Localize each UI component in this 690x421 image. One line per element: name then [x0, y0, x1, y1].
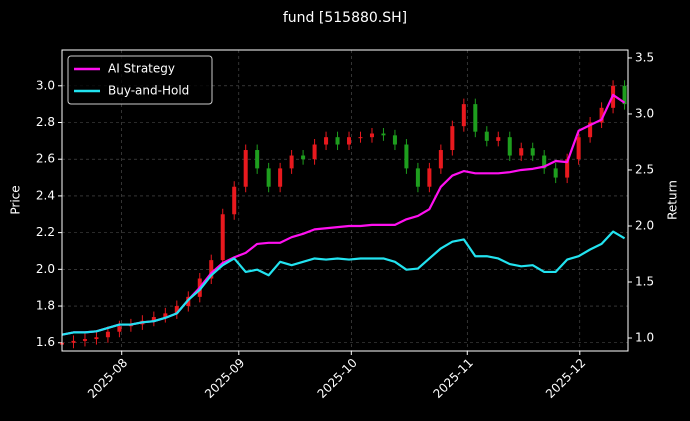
candle-body	[163, 313, 168, 318]
y-tick-label: 3.0	[36, 78, 55, 92]
candle-body	[117, 326, 122, 332]
y2-tick-label: 3.5	[635, 50, 654, 64]
candle-body	[553, 168, 558, 178]
candle-body	[576, 137, 581, 160]
candle-body	[71, 340, 76, 343]
y-tick-label: 2.0	[36, 262, 55, 276]
y-tick-label: 1.8	[36, 299, 55, 313]
candle-body	[599, 107, 604, 123]
candle-body	[507, 137, 512, 156]
candle-body	[289, 155, 294, 169]
y2-tick-label: 2.0	[635, 218, 654, 232]
candle-body	[358, 137, 363, 139]
y-tick-label: 1.6	[36, 335, 55, 349]
y-tick-label: 2.8	[36, 115, 55, 129]
plot-frame	[61, 49, 629, 352]
candle-body	[324, 137, 329, 145]
y2-axis-label: Return	[666, 180, 680, 220]
candle-body	[209, 260, 214, 279]
candle-body	[243, 150, 248, 187]
candle-body	[266, 168, 271, 187]
candle-body	[588, 122, 593, 138]
y-tick-label: 2.6	[36, 152, 55, 166]
candle-body	[404, 144, 409, 169]
chart-title: fund [515880.SH]	[283, 10, 407, 26]
candle-body	[301, 155, 306, 160]
candle-body	[105, 331, 110, 338]
candle-body	[473, 104, 478, 132]
candle-body	[415, 168, 420, 187]
candle-body	[232, 186, 237, 215]
candle-body	[427, 168, 432, 187]
candle-body	[347, 137, 352, 145]
candle-body	[438, 150, 443, 169]
y-axis-label: Price	[9, 185, 23, 214]
candle-body	[519, 148, 524, 156]
candle-body	[450, 126, 455, 151]
candle-body	[220, 214, 225, 261]
candle-body	[392, 135, 397, 145]
candle-body	[174, 306, 179, 314]
candle-body	[82, 339, 87, 341]
candle-body	[622, 85, 627, 105]
candle-body	[94, 337, 99, 340]
y2-tick-label: 3.0	[635, 106, 654, 120]
y2-tick-label: 1.5	[635, 274, 654, 288]
y-tick-label: 2.4	[36, 188, 55, 202]
candle-body	[278, 168, 283, 187]
legend-box	[67, 55, 213, 105]
candle-body	[565, 159, 570, 178]
y2-tick-label: 1.0	[635, 331, 654, 345]
y2-tick-label: 2.5	[635, 162, 654, 176]
candle-body	[335, 137, 340, 145]
candle-body	[381, 133, 386, 136]
candle-body	[151, 317, 156, 321]
series-line	[61, 230, 626, 336]
legend-label: AI Strategy	[108, 62, 175, 76]
y-tick-label: 2.2	[36, 225, 55, 239]
candle-body	[461, 104, 466, 127]
candle-body	[369, 133, 374, 138]
legend-label: Buy-and-Hold	[108, 84, 189, 98]
candle-body	[496, 137, 501, 141]
candle-body	[484, 131, 489, 141]
candle-body	[530, 148, 535, 156]
candle-body	[255, 150, 260, 169]
candle-body	[542, 155, 547, 169]
candle-body	[312, 144, 317, 160]
